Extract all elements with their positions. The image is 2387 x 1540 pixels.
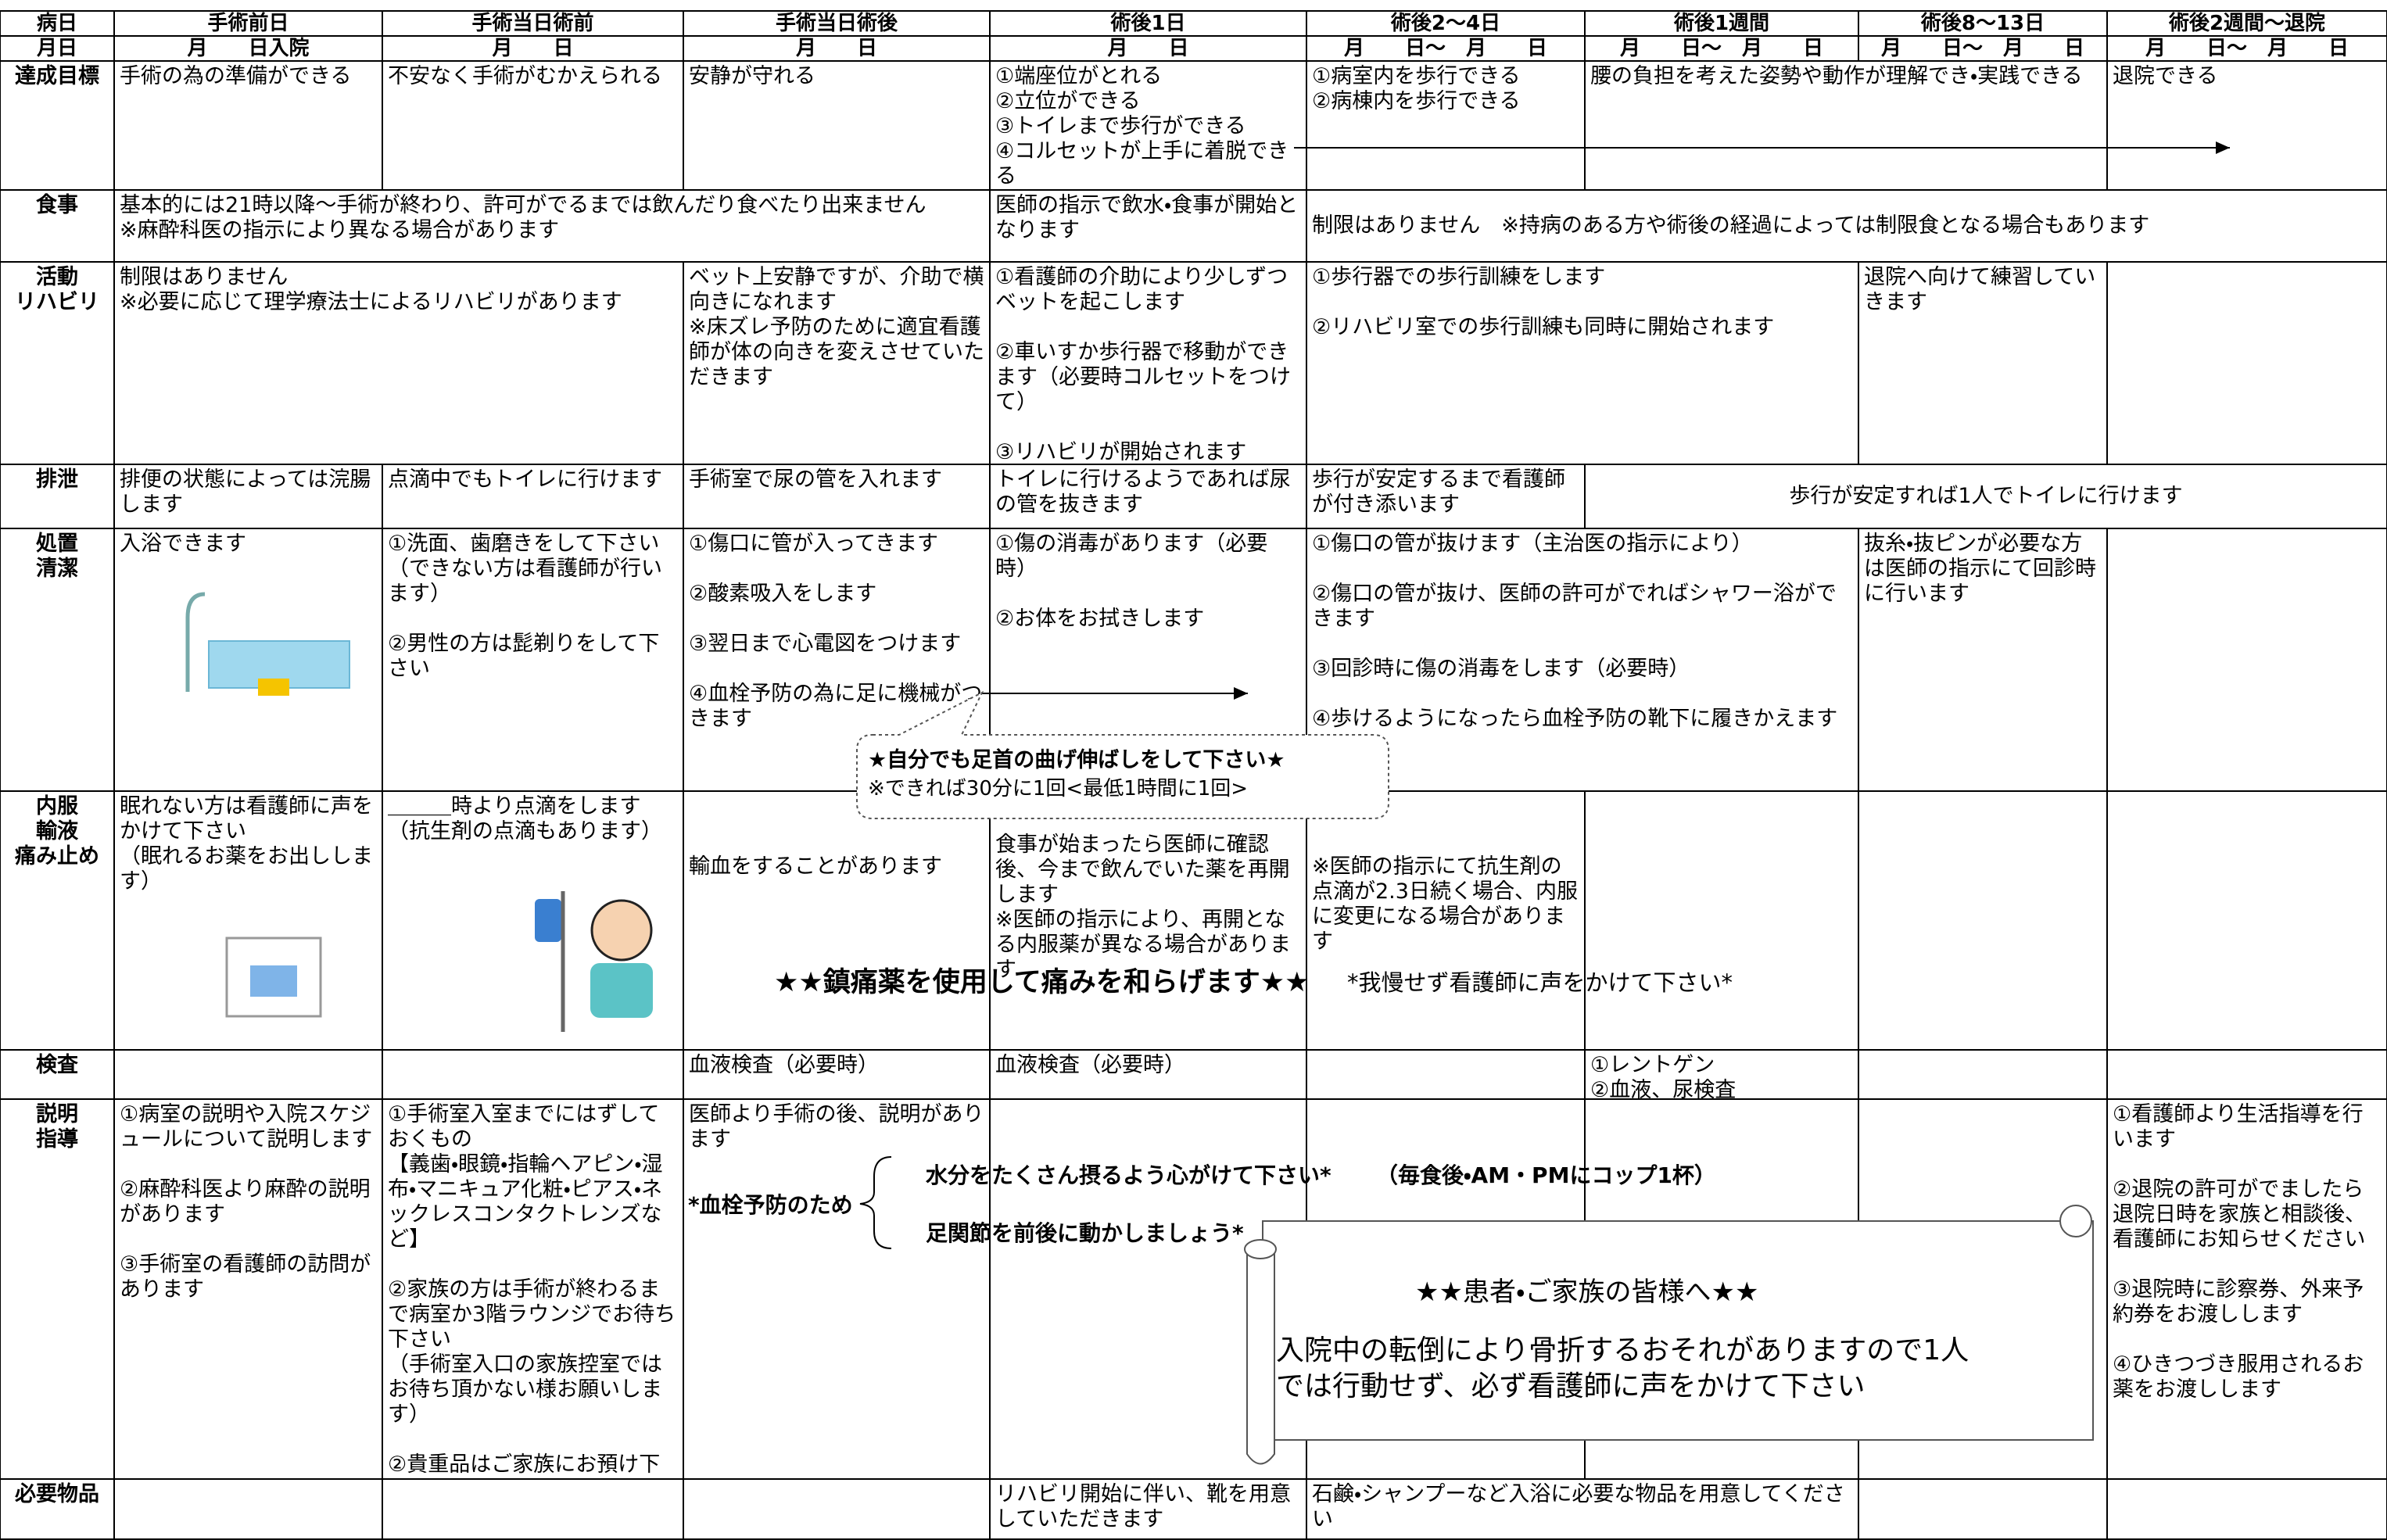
iv-bag-illustration: [535, 899, 561, 942]
table-cell: 眠れない方は看護師に声をかけて下さい （眠れるお薬をお出しします）: [113, 790, 383, 1051]
callout-text: ※できれば30分に1回<最低1時間に1回>: [868, 777, 1249, 800]
scroll-roll: [1246, 1250, 1275, 1465]
table-cell: 制限はありません ※持病のある方や術後の経過によっては制限食となる場合もあります: [1306, 189, 2387, 263]
brace-line1: 水分をたくさん摂るよう心がけて下さい*: [926, 1162, 1331, 1188]
column-header: 術後2～4日: [1306, 10, 1586, 37]
table-cell: 輸血をすることがあります: [683, 790, 991, 1051]
banner-sub: *我慢せず看護師に声をかけて下さい*: [1347, 969, 1733, 996]
patient-body-illustration: [590, 963, 653, 1018]
scroll-roll-top: [1244, 1239, 1277, 1259]
brace-line1-note: （毎食後・AM・PMにコップ1杯）: [1376, 1162, 1716, 1188]
callout-box: [856, 690, 1389, 819]
table-cell: リハビリ開始に伴い、靴を用意していただきます: [989, 1478, 1307, 1540]
banner-main: ★★鎮痛薬を使用して痛みを和らげます★★: [774, 967, 1310, 998]
table-cell: ①傷口の管が抜けます（主治医の指示により） ②傷口の管が抜け、医師の許可がでれば…: [1306, 528, 1859, 792]
table-cell: 食事が始まったら医師に確認後、今まで飲んでいた薬を再開します ※医師の指示により…: [989, 790, 1307, 1051]
column-date: 月 日: [382, 35, 684, 62]
brace-label: *血栓予防のため: [688, 1192, 853, 1218]
patient-illustration: [590, 899, 653, 962]
table-cell: 排便の状態によっては浣腸します: [113, 464, 383, 529]
column-date: 月 日～ 月 日: [1858, 35, 2108, 62]
scroll-title: ★★患者・ご家族の皆様へ★★: [1415, 1277, 1759, 1308]
table-cell: 抜糸・抜ピンが必要な方は医師の指示にて回診時に行います: [1858, 528, 2108, 792]
callout-title: ★自分でも足首の曲げ伸ばしをして下さい★: [868, 748, 1285, 772]
table-cell: ※医師の指示にて抗生剤の点滴が2.3日続く場合、内服に変更になる場合があります: [1306, 790, 1586, 1051]
table-cell: 退院へ向けて練習していきます: [1858, 261, 2108, 465]
table-cell: 手術室で尿の管を入れます: [683, 464, 991, 529]
scroll-curl: [2059, 1205, 2092, 1237]
table-cell: トイレに行けるようであれば尿の管を抜きます: [989, 464, 1307, 529]
brace: [859, 1156, 892, 1249]
stool-illustration: [258, 679, 289, 696]
shower-illustration: [185, 592, 206, 692]
brace-line2: 足関節を前後に動かしましょう*: [926, 1220, 1244, 1246]
scroll-text: 入院中の転倒により骨折するおそれがありますので1人では行動せず、必ず看護師に声を…: [1276, 1334, 1969, 1402]
table-cell: ①病室の説明や入院スケジュールについて説明します ②麻酔科医より麻酔の説明があり…: [113, 1098, 383, 1480]
table-cell: ①傷口に管が入ってきます ②酸素吸入をします ③翌日まで心電図をつけます ④血栓…: [683, 528, 991, 792]
table-cell: 歩行が安定するまで看護師が付き添います: [1306, 464, 1586, 529]
table-cell: ①手術室入室までにはずしておくもの 【義歯・眼鏡・指輪ヘアピン・湿布・マニキュア…: [382, 1098, 684, 1480]
table-cell: 石鹸・シャンプーなど入浴に必要な物品を用意してください: [1306, 1478, 1859, 1540]
scroll-body: [1262, 1220, 2094, 1441]
medicine-label-illustration: [250, 965, 297, 997]
